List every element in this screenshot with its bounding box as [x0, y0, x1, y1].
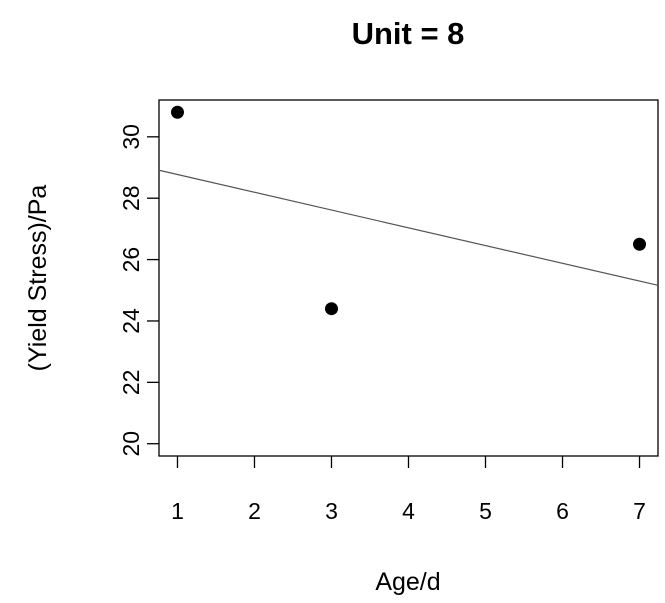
y-tick-label: 30 [118, 124, 144, 150]
data-points-layer [170, 105, 647, 316]
y-tick-label: 26 [118, 247, 144, 273]
regression-line-layer [158, 169, 659, 286]
y-axis-label: (Yield Stress)/Pa [24, 185, 52, 372]
data-point [170, 105, 184, 119]
y-tick-label: 22 [118, 370, 144, 396]
plot-area-frame [158, 99, 659, 457]
x-tick-label: 7 [633, 498, 646, 524]
x-tick-label: 3 [325, 498, 338, 524]
data-point [324, 302, 338, 316]
regression-line [158, 169, 659, 286]
x-axis-label: Age/d [375, 568, 440, 596]
x-tick-label: 5 [479, 498, 492, 524]
x-tick-label: 1 [171, 498, 184, 524]
y-tick-label: 28 [118, 185, 144, 211]
data-point [633, 237, 647, 251]
y-tick-label: 24 [118, 308, 144, 334]
y-axis: 20 22 24 26 28 30 [118, 124, 159, 457]
y-tick-label: 20 [118, 431, 144, 457]
chart-title: Unit = 8 [352, 16, 465, 51]
x-tick-label: 6 [556, 498, 569, 524]
x-axis: 1 2 3 4 5 6 7 [171, 456, 646, 524]
x-tick-label: 4 [402, 498, 415, 524]
x-tick-label: 2 [248, 498, 261, 524]
